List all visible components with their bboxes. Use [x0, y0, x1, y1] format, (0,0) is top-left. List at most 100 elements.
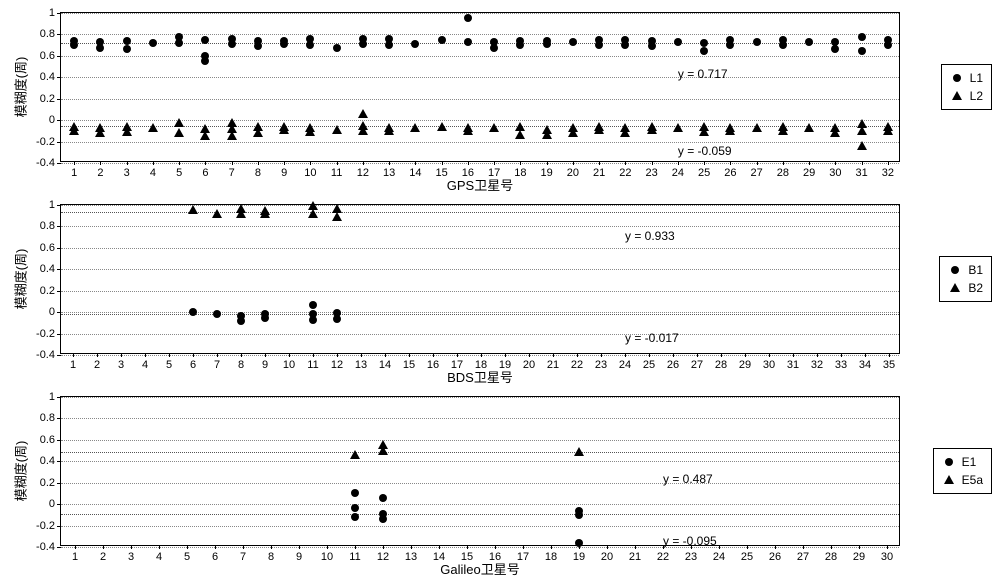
panel-galileo: 模糊度(周)-0.4-0.200.20.40.60.81123456789101…	[0, 388, 1000, 580]
xtick	[747, 545, 748, 549]
xtick	[271, 545, 272, 549]
gridline	[61, 504, 899, 505]
xtick	[649, 353, 650, 357]
ytick	[57, 142, 61, 143]
plot-area: -0.4-0.200.20.40.60.81123456789101112131…	[60, 204, 900, 354]
legend-label: E5a	[962, 473, 983, 487]
ytick-label: 0.4	[21, 263, 55, 275]
ytick	[57, 163, 61, 164]
triangle-marker	[148, 124, 158, 132]
ytick-label: -0.4	[21, 541, 55, 553]
xtick	[831, 545, 832, 549]
xtick	[363, 161, 364, 165]
ylabel: 模糊度(周)	[11, 57, 30, 118]
xtick	[193, 353, 194, 357]
xtick	[299, 545, 300, 549]
xtick	[159, 545, 160, 549]
circle-marker	[228, 35, 236, 43]
triangle-marker	[384, 127, 394, 135]
ytick-label: 0.6	[21, 242, 55, 254]
ytick	[57, 483, 61, 484]
xtick	[652, 161, 653, 165]
xlabel: Galileo卫星号	[60, 559, 900, 578]
reference-line	[61, 212, 899, 213]
gridline	[61, 440, 899, 441]
ytick	[57, 205, 61, 206]
ytick	[57, 248, 61, 249]
xtick	[673, 353, 674, 357]
legend-row: B2	[948, 279, 983, 297]
ytick	[57, 226, 61, 227]
xtick	[865, 353, 866, 357]
xtick	[127, 161, 128, 165]
circle-marker	[309, 316, 317, 324]
xtick	[433, 353, 434, 357]
legend-label: L2	[970, 89, 983, 103]
legend-label: B1	[968, 263, 983, 277]
triangle-marker	[620, 124, 630, 132]
legend: E1E5a	[933, 448, 992, 494]
xtick	[553, 353, 554, 357]
legend: L1L2	[941, 64, 992, 110]
xtick	[467, 545, 468, 549]
gridline	[61, 77, 899, 78]
xtick	[697, 353, 698, 357]
triangle-marker	[463, 127, 473, 135]
triangle-marker	[752, 124, 762, 132]
ytick	[57, 120, 61, 121]
ylabel: 模糊度(周)	[11, 441, 30, 502]
xtick	[289, 353, 290, 357]
xtick	[793, 353, 794, 357]
legend-row: L2	[950, 87, 983, 105]
xtick	[625, 353, 626, 357]
xtick	[551, 545, 552, 549]
annotation: y = -0.095	[663, 534, 717, 548]
circle-marker	[464, 38, 472, 46]
annotation: y = -0.059	[678, 144, 732, 158]
ytick-label: 0.2	[21, 477, 55, 489]
ytick	[57, 418, 61, 419]
triangle-icon	[948, 284, 962, 292]
ytick	[57, 34, 61, 35]
circle-marker	[237, 317, 245, 325]
circle-marker	[379, 515, 387, 523]
circle-marker	[123, 45, 131, 53]
triangle-marker	[200, 132, 210, 140]
ytick-label: -0.2	[21, 328, 55, 340]
reference-line	[61, 126, 899, 127]
triangle-icon	[950, 92, 964, 100]
xtick	[179, 161, 180, 165]
xtick	[415, 161, 416, 165]
gridline	[61, 334, 899, 335]
triangle-marker	[830, 124, 840, 132]
xtick	[457, 353, 458, 357]
xtick	[439, 545, 440, 549]
xtick	[385, 353, 386, 357]
ytick	[57, 269, 61, 270]
plot-area: -0.4-0.200.20.40.60.81123456789101112131…	[60, 12, 900, 162]
circle-marker	[379, 494, 387, 502]
circle-marker	[309, 301, 317, 309]
xtick	[704, 161, 705, 165]
gridline	[61, 397, 899, 398]
xtick	[355, 545, 356, 549]
xtick	[468, 161, 469, 165]
circle-marker	[201, 57, 209, 65]
xtick	[887, 545, 888, 549]
ytick-label: 1	[21, 391, 55, 403]
xtick	[258, 161, 259, 165]
circle-marker	[306, 35, 314, 43]
circle-icon	[950, 74, 964, 82]
gridline	[61, 163, 899, 164]
xtick	[520, 161, 521, 165]
ytick-label: 0.6	[21, 50, 55, 62]
xtick	[103, 545, 104, 549]
triangle-marker	[830, 129, 840, 137]
annotation: y = 0.487	[663, 472, 713, 486]
triangle-marker	[883, 127, 893, 135]
circle-icon	[948, 266, 962, 274]
xtick	[730, 161, 731, 165]
ytick-label: 0.8	[21, 28, 55, 40]
circle-marker	[96, 38, 104, 46]
xtick	[409, 353, 410, 357]
